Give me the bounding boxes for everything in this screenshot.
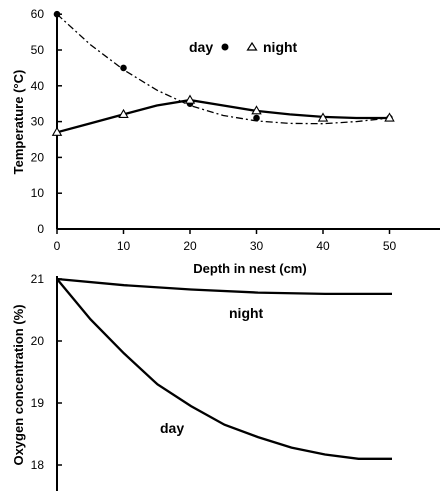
night-point	[51, 126, 63, 136]
temperature-x-axis-label: Depth in nest (cm)	[193, 261, 306, 276]
temperature-y-tick-label: 10	[31, 186, 45, 200]
temperature-x-tick-label: 20	[183, 239, 197, 253]
day-point	[120, 64, 127, 72]
night-oxygen-line	[56, 277, 392, 296]
day-point	[53, 10, 61, 18]
night-point	[251, 105, 262, 115]
legend-day-marker	[221, 43, 229, 51]
temperature-x-tick-label: 50	[383, 239, 397, 253]
temperature-x-ticks: 0 10 20 30 40 50	[54, 229, 397, 253]
legend-night-label: night	[263, 39, 298, 55]
temperature-y-tick-label: 50	[31, 43, 45, 57]
day-temperature-line	[56, 13, 390, 125]
night-point	[317, 112, 329, 122]
temperature-y-axis-label: Temperature (°C)	[11, 70, 26, 175]
temperature-y-tick-label: 30	[31, 115, 45, 129]
oxygen-y-tick-label: 21	[31, 272, 45, 286]
temperature-y-tick-label: 60	[31, 7, 45, 21]
night-oxygen-label: night	[229, 305, 264, 321]
day-oxygen-label: day	[160, 420, 184, 436]
night-point	[118, 108, 129, 118]
temperature-x-tick-label: 30	[250, 239, 264, 253]
temperature-y-tick-label: 20	[31, 150, 45, 164]
oxygen-y-tick-label: 18	[31, 458, 45, 472]
night-temperature-line	[56, 98, 390, 134]
oxygen-y-ticks: 18 19 20 21	[31, 272, 62, 472]
temperature-y-tick-label: 0	[37, 222, 44, 236]
oxygen-chart: 18 19 20 21 night day Oxygen concentration …	[11, 272, 392, 491]
oxygen-y-tick-label: 19	[31, 396, 45, 410]
oxygen-y-axis-label: Oxygen concentration (%)	[11, 304, 26, 465]
day-oxygen-line	[56, 278, 392, 460]
night-point	[384, 112, 395, 122]
night-point	[184, 94, 196, 104]
legend-night-marker	[246, 41, 258, 51]
legend-day-label: day	[189, 39, 213, 55]
day-point	[253, 114, 260, 122]
oxygen-y-tick-label: 20	[31, 334, 45, 348]
temperature-x-tick-label: 40	[316, 239, 330, 253]
temperature-x-tick-label: 10	[117, 239, 131, 253]
temperature-chart: 0 10 20 30 40 50 60 0 10 20 30 40 50 day night Dept…	[11, 7, 440, 276]
temperature-y-ticks: 0 10 20 30 40 50 60	[31, 7, 62, 236]
temperature-y-tick-label: 40	[31, 79, 45, 93]
temperature-x-tick-label: 0	[54, 239, 61, 253]
